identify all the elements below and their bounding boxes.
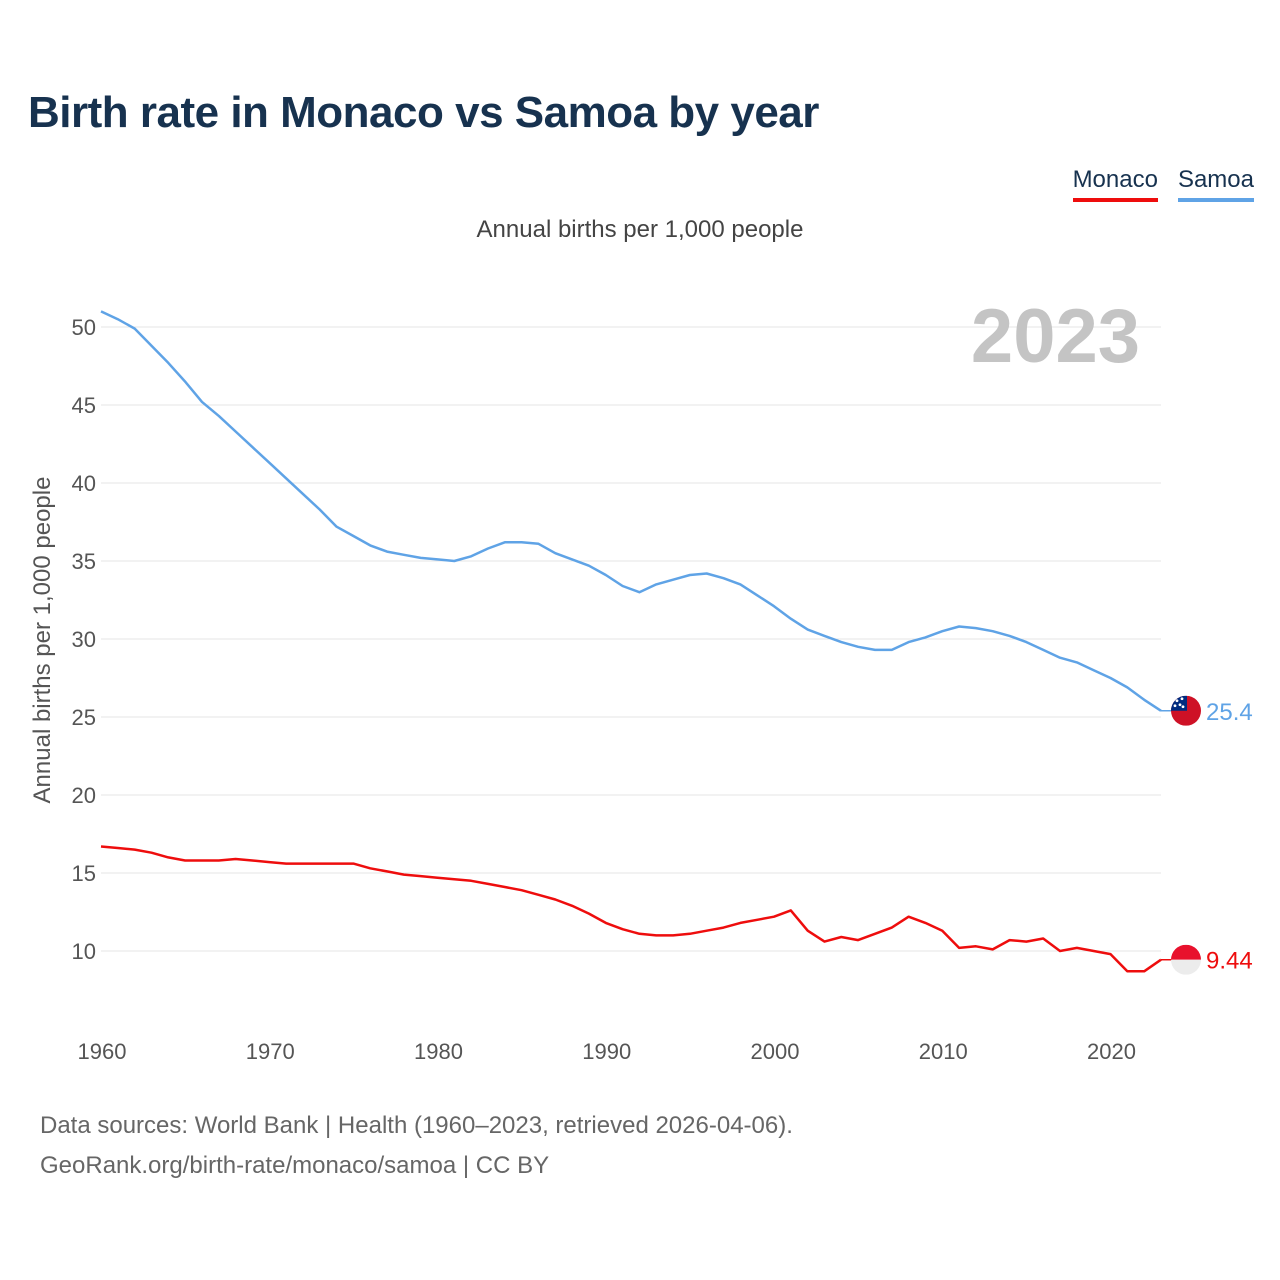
- x-tick-label: 1990: [582, 1039, 631, 1064]
- end-markers: 25.4 9.44: [1161, 695, 1253, 975]
- series-line-samoa[interactable]: [100, 310, 1162, 712]
- x-axis-ticks: 1960 1970 1980 1990 2000 2010 2020: [78, 1039, 1136, 1064]
- flag-icon-samoa: [1171, 695, 1201, 726]
- y-tick-label: 40: [72, 471, 96, 496]
- series-lines: [100, 310, 1162, 973]
- x-tick-label: 1980: [414, 1039, 463, 1064]
- source-line-2[interactable]: GeoRank.org/birth-rate/monaco/samoa | CC…: [40, 1152, 550, 1179]
- y-axis-ticks: 10 15 20 25 30 35 40 45 50: [72, 315, 96, 964]
- end-value-label-samoa: 25.4: [1206, 699, 1253, 726]
- source-line-1: Data sources: World Bank | Health (1960–…: [40, 1112, 793, 1139]
- legend: Monaco Samoa: [1072, 166, 1254, 202]
- y-tick-label: 15: [72, 861, 96, 886]
- series-line-monaco[interactable]: [100, 845, 1162, 973]
- y-tick-label: 20: [72, 783, 96, 808]
- y-tick-label: 35: [72, 549, 96, 574]
- y-axis-label: Annual births per 1,000 people: [29, 477, 56, 804]
- current-year-label: 2023: [971, 294, 1140, 379]
- chart-subtitle: Annual births per 1,000 people: [476, 216, 804, 243]
- grid-lines: [101, 326, 1161, 952]
- x-tick-label: 2000: [751, 1039, 800, 1064]
- y-tick-label: 30: [72, 627, 96, 652]
- legend-item-samoa[interactable]: Samoa: [1177, 166, 1254, 202]
- flag-icon-monaco: [1171, 944, 1201, 975]
- x-tick-label: 2010: [919, 1039, 968, 1064]
- y-tick-label: 25: [72, 705, 96, 730]
- y-tick-label: 45: [72, 393, 96, 418]
- chart-title: Birth rate in Monaco vs Samoa by year: [28, 88, 819, 137]
- x-tick-label: 1970: [246, 1039, 295, 1064]
- x-tick-label: 2020: [1087, 1039, 1136, 1064]
- y-tick-label: 50: [72, 315, 96, 340]
- source-note: Data sources: World Bank | Health (1960–…: [40, 1106, 793, 1186]
- end-value-label-monaco: 9.44: [1206, 948, 1253, 975]
- legend-item-monaco[interactable]: Monaco: [1072, 166, 1158, 202]
- x-tick-label: 1960: [78, 1039, 127, 1064]
- y-tick-label: 10: [72, 939, 96, 964]
